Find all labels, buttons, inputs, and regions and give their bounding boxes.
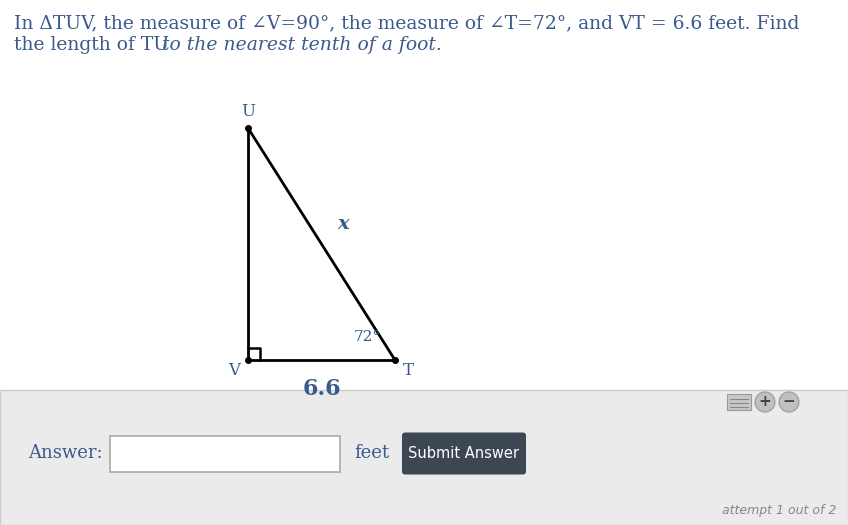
Text: In ΔTUV, the measure of ∠V=90°, the measure of ∠T=72°, and VT = 6.6 feet. Find: In ΔTUV, the measure of ∠V=90°, the meas…	[14, 14, 800, 32]
Text: +: +	[759, 394, 772, 410]
Circle shape	[779, 392, 799, 412]
Text: V: V	[228, 362, 240, 379]
Text: x: x	[338, 215, 349, 233]
Text: 72°: 72°	[354, 330, 381, 344]
Text: Submit Answer: Submit Answer	[409, 446, 520, 461]
Bar	[0, 390, 848, 525]
Bar	[110, 436, 340, 471]
Text: to the nearest tenth of a foot.: to the nearest tenth of a foot.	[162, 36, 442, 54]
Text: −: −	[783, 394, 795, 410]
Text: attempt 1 out of 2: attempt 1 out of 2	[722, 504, 836, 517]
Text: T: T	[403, 362, 414, 379]
Text: 6.6: 6.6	[302, 378, 341, 400]
Text: feet: feet	[354, 445, 389, 463]
Text: the length of TU: the length of TU	[14, 36, 176, 54]
FancyBboxPatch shape	[727, 394, 751, 410]
Text: Answer:: Answer:	[28, 445, 103, 463]
Circle shape	[755, 392, 775, 412]
Text: U: U	[241, 103, 255, 120]
FancyBboxPatch shape	[402, 433, 526, 475]
